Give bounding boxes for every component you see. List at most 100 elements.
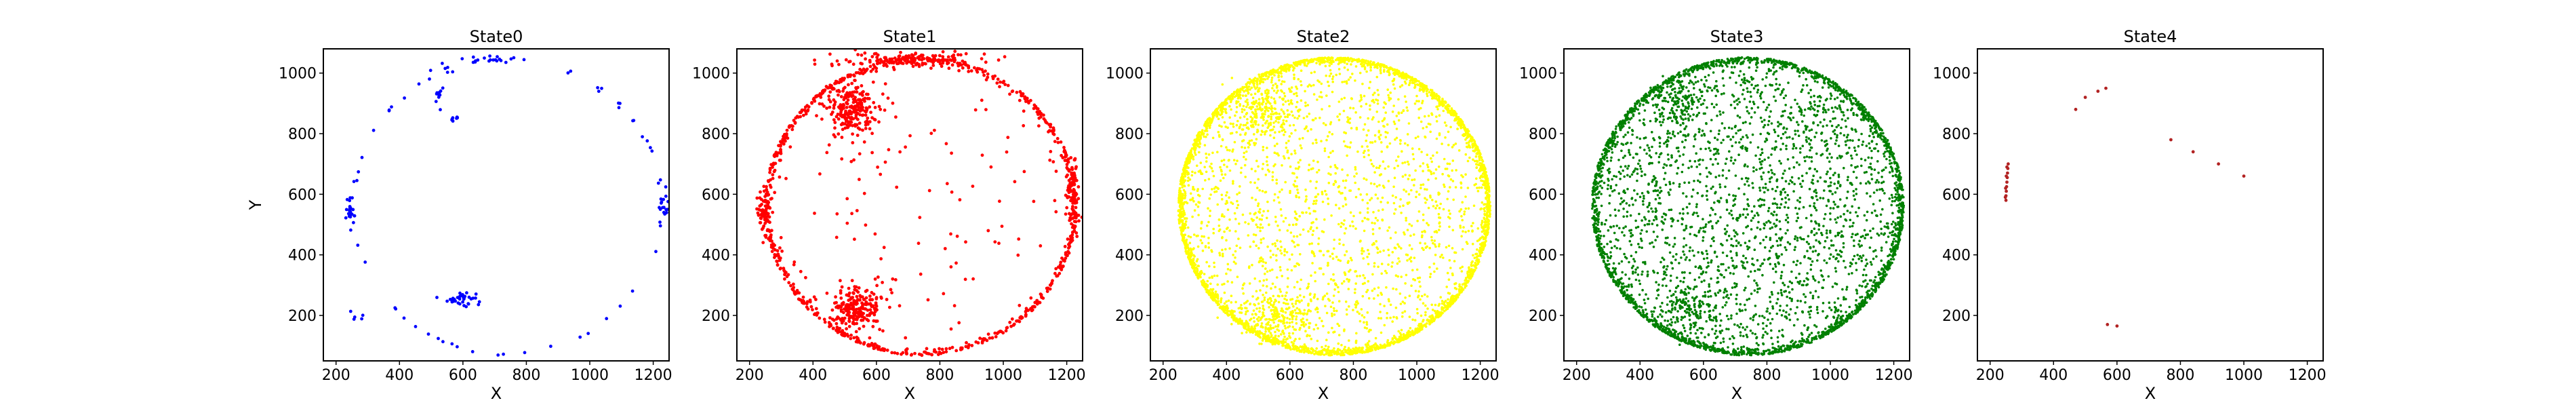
data-point <box>1318 267 1321 270</box>
data-point <box>1180 181 1184 185</box>
data-point <box>852 74 856 78</box>
data-point <box>1304 349 1306 353</box>
data-point <box>1355 332 1358 335</box>
data-point <box>964 240 967 244</box>
data-point <box>458 291 462 295</box>
data-point <box>1486 181 1489 185</box>
data-point <box>462 304 466 307</box>
data-point <box>984 60 988 64</box>
data-point <box>1452 144 1455 147</box>
data-point <box>451 299 456 303</box>
data-point <box>759 190 762 194</box>
data-point <box>1479 164 1483 168</box>
data-point <box>1241 85 1244 89</box>
data-point <box>1293 348 1296 351</box>
data-point <box>1338 349 1342 351</box>
data-point <box>1208 117 1211 119</box>
data-point <box>1426 295 1429 298</box>
data-point <box>1270 76 1274 79</box>
data-point <box>1264 267 1267 270</box>
data-point <box>957 321 961 325</box>
data-point <box>841 115 845 119</box>
data-point <box>1488 204 1491 207</box>
data-point <box>881 281 884 284</box>
data-point <box>1367 340 1371 343</box>
data-point <box>1454 296 1457 300</box>
data-point <box>1189 247 1192 250</box>
data-point <box>1329 173 1332 176</box>
scatter-points <box>755 49 1083 357</box>
data-point <box>1455 115 1458 119</box>
data-point <box>1035 106 1039 111</box>
data-point <box>1476 248 1478 251</box>
data-point <box>1239 317 1241 321</box>
data-point <box>853 237 856 241</box>
data-point <box>1211 115 1214 119</box>
data-point <box>1259 76 1262 79</box>
data-point <box>1270 73 1273 75</box>
data-point <box>1359 349 1362 352</box>
data-point <box>1261 226 1264 229</box>
data-point <box>660 201 663 205</box>
data-point <box>1420 322 1423 326</box>
data-point <box>1354 111 1357 114</box>
data-point <box>1483 175 1485 178</box>
data-point <box>1445 106 1448 110</box>
data-point <box>799 115 802 119</box>
data-point <box>918 216 922 219</box>
data-point <box>1365 178 1368 181</box>
data-point <box>771 176 775 180</box>
data-point <box>658 220 662 224</box>
data-point <box>948 58 952 62</box>
data-point <box>1334 180 1337 182</box>
data-point <box>1184 192 1187 195</box>
data-point <box>998 85 1001 89</box>
data-point <box>776 263 780 267</box>
data-point <box>1405 78 1408 81</box>
data-point <box>1328 104 1331 108</box>
data-point <box>1220 301 1222 304</box>
data-point <box>986 229 990 233</box>
data-point <box>1367 248 1369 252</box>
data-point <box>569 69 573 73</box>
data-point <box>1291 223 1295 227</box>
data-point <box>1284 180 1287 184</box>
data-point <box>862 342 866 346</box>
data-point <box>755 196 759 200</box>
data-point <box>851 296 855 299</box>
data-point <box>1462 288 1465 291</box>
data-point <box>1215 301 1217 303</box>
data-point <box>1037 301 1041 305</box>
data-point <box>1239 88 1242 90</box>
data-point <box>1207 124 1210 128</box>
data-point <box>1074 215 1078 218</box>
x-tick-label: 200 <box>322 367 350 384</box>
data-point <box>1413 319 1417 322</box>
data-point <box>1272 321 1275 324</box>
data-point <box>1344 203 1348 206</box>
data-point <box>940 347 944 351</box>
data-point <box>1292 61 1295 64</box>
data-point <box>1303 343 1306 346</box>
data-point <box>1258 335 1261 338</box>
data-point <box>864 127 868 130</box>
data-point <box>1415 100 1418 102</box>
data-point <box>1211 298 1215 302</box>
data-point <box>477 303 481 307</box>
data-point <box>1419 81 1422 85</box>
data-point <box>839 104 843 108</box>
data-point <box>1294 61 1297 64</box>
data-point <box>1293 339 1296 343</box>
data-point <box>851 106 855 110</box>
data-point <box>778 258 782 263</box>
data-point <box>1185 252 1188 254</box>
data-point <box>1346 116 1349 119</box>
data-point <box>788 145 792 149</box>
data-point <box>1299 159 1302 161</box>
data-point <box>1396 275 1399 278</box>
data-point <box>984 78 988 81</box>
data-point <box>1264 133 1266 136</box>
data-point <box>1478 159 1481 161</box>
data-point <box>984 108 988 112</box>
data-point <box>1321 200 1325 204</box>
